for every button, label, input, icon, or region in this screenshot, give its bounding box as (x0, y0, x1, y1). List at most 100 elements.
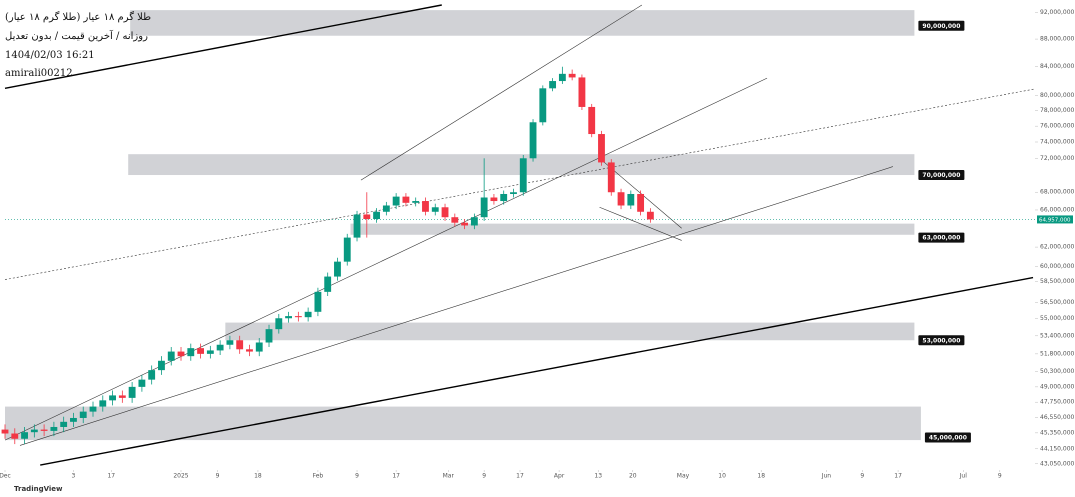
x-tick-label: 18 (757, 473, 765, 480)
candle-body (510, 192, 517, 194)
zone-badge (918, 20, 965, 31)
x-tick-label: 9 (482, 473, 486, 480)
candle-body (177, 351, 185, 357)
y-tick-label: 68,000,000 (1040, 189, 1075, 196)
candle-body (109, 395, 116, 401)
x-tick-label: Feb (313, 473, 324, 480)
zone (225, 322, 915, 341)
x-tick-label: Jul (959, 473, 968, 480)
x-tick-label: Jun (821, 473, 832, 480)
zone-label: 45,000,000 (929, 434, 967, 441)
candle-body (431, 207, 439, 212)
candle-body (343, 237, 351, 262)
candle-body (470, 217, 478, 226)
candle-body (578, 77, 586, 107)
zone-label: 70,000,000 (922, 172, 960, 179)
candle-body (167, 351, 175, 361)
zone-label: 53,000,000 (922, 337, 960, 344)
y-tick-label: 47,750,000 (1040, 399, 1075, 406)
last-price-label: 64,957,000 (1039, 217, 1071, 223)
overlay: 92,000,000 88,000,000 84,000,000 80,000,000… (0, 9, 1075, 479)
y-tick-label: 56,500,000 (1040, 299, 1075, 306)
trend-line (19, 166, 893, 446)
zone (350, 223, 915, 235)
candle-body (79, 411, 87, 418)
last-price-badge (1037, 215, 1073, 224)
y-tick-label: 74,000,000 (1040, 139, 1075, 146)
zone-badge (918, 170, 965, 181)
y-tick-label: 60,000,000 (1040, 263, 1075, 270)
x-tick-label: 18 (254, 473, 262, 480)
zone-badge (924, 432, 971, 443)
x-tick-label: 9 (998, 473, 1002, 480)
candle-body (382, 205, 390, 212)
x-tick-label: 9 (355, 473, 359, 480)
candle-body (70, 417, 77, 422)
candle-body (637, 193, 645, 212)
zone-badge (918, 232, 965, 243)
x-tick-label: May (677, 473, 690, 480)
candle-body (588, 106, 596, 135)
candle-body (558, 73, 566, 82)
chart-subtitle: روزانه / آخرین قیمت / بدون تعدیل (5, 29, 148, 42)
author: amirali00212 (5, 68, 73, 79)
candle-body (197, 348, 204, 354)
candle-body (21, 432, 28, 439)
x-tick-label: 9 (216, 473, 220, 480)
candle-body (206, 350, 214, 354)
candle-body (607, 162, 615, 193)
candles (1, 66, 654, 445)
candle-body (539, 88, 547, 123)
candle-body (519, 158, 527, 193)
chart-title: طلا گرم ۱۸ عیار (طلا گرم ۱۸ عیار) (5, 11, 151, 23)
trend-line (4, 77, 768, 441)
candle-body (11, 433, 19, 439)
x-tick-label: 9 (860, 473, 864, 480)
zone (130, 10, 915, 36)
candle-body (226, 340, 234, 345)
candle-body (255, 342, 263, 352)
candle-body (40, 429, 48, 431)
candle-body (500, 193, 508, 202)
x-tick-label: 10 (718, 473, 726, 480)
trend-line (599, 206, 682, 241)
candle-body (451, 217, 459, 223)
trend-line (4, 4, 442, 90)
x-tick-label: Apr (554, 473, 565, 480)
candle-body (236, 340, 244, 350)
y-tick-label: 62,000,000 (1040, 244, 1075, 251)
candle-body (334, 261, 341, 277)
y-tick-label: 78,000,000 (1040, 107, 1075, 114)
zone-label: 90,000,000 (922, 23, 960, 30)
y-tick-label: 76,000,000 (1040, 123, 1075, 130)
candle-body (627, 193, 635, 206)
candle-body (324, 276, 332, 292)
candle-body (549, 81, 557, 89)
x-tick-label: 2025 (173, 473, 188, 480)
candle-body (529, 122, 537, 159)
x-tick-label: 17 (516, 473, 524, 480)
candle-body (216, 344, 224, 351)
candle-body (99, 400, 107, 407)
timestamp: 1404/02/03 16:21 (5, 50, 95, 61)
y-tick-label: 88,000,000 (1040, 36, 1075, 43)
candle-body (50, 426, 58, 431)
candle-body (148, 370, 156, 380)
x-tick-label: 3 (72, 473, 76, 480)
y-tick-label: 45,350,000 (1040, 429, 1075, 436)
y-tick-label: 51,800,000 (1040, 350, 1075, 357)
y-tick-label: 43,050,000 (1040, 460, 1075, 467)
x-tick-label: 13 (594, 473, 602, 480)
x-tick-label: Mar (443, 473, 455, 480)
trend-line (40, 276, 1034, 466)
y-tick-label: 50,300,000 (1040, 368, 1075, 375)
x-tick-label: 17 (894, 473, 902, 480)
candle-body (353, 214, 361, 238)
trend-line (360, 4, 643, 181)
candle-body (118, 395, 126, 398)
y-tick-label: 44,150,000 (1040, 445, 1075, 452)
candle-body (422, 201, 429, 212)
zone-label: 63,000,000 (922, 235, 960, 242)
candle-body (646, 211, 654, 220)
